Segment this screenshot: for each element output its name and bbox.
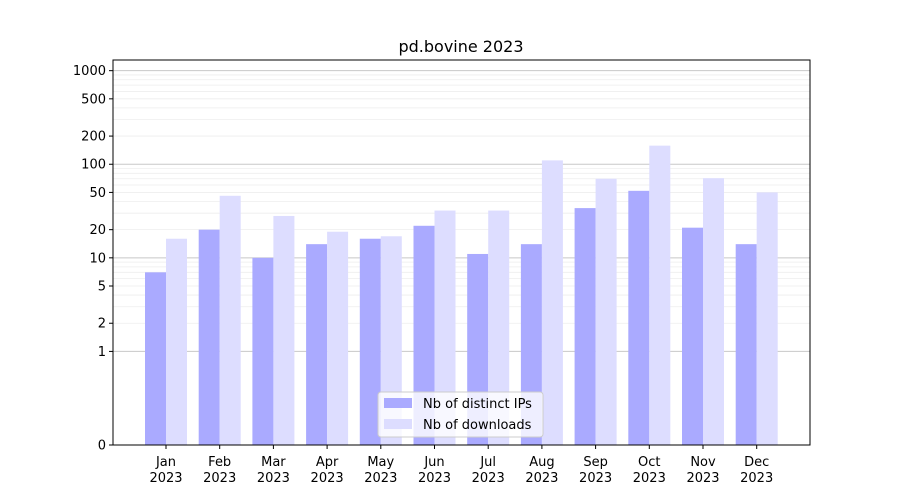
x-axis-ticks: Jan2023Feb2023Mar2023Apr2023May2023Jun20… (149, 445, 773, 486)
y-tick-label: 5 (98, 280, 106, 295)
bar-downloads (541, 160, 563, 445)
bar-ips (735, 244, 757, 445)
x-tick-label-year: 2023 (311, 471, 344, 486)
bar-downloads (166, 238, 187, 445)
x-tick-label-year: 2023 (418, 471, 451, 486)
x-tick-label-month: May (367, 455, 394, 470)
bar-downloads (219, 195, 241, 445)
bar-downloads (434, 210, 456, 445)
y-tick-label: 1000 (73, 64, 106, 79)
x-tick-label-year: 2023 (472, 471, 505, 486)
bar-downloads (488, 210, 510, 445)
legend-swatch (384, 419, 412, 429)
x-tick-label-month: Sep (583, 455, 608, 470)
x-tick-label-month: Dec (744, 455, 769, 470)
x-tick-label-month: Mar (261, 455, 286, 470)
x-tick-label-month: Apr (316, 455, 339, 470)
bar-downloads (649, 145, 671, 445)
y-tick-label: 50 (89, 186, 106, 201)
x-tick-label-month: Aug (529, 455, 554, 470)
bar-downloads (703, 178, 724, 445)
x-tick-label-month: Oct (638, 455, 660, 470)
x-tick-label-year: 2023 (203, 471, 236, 486)
bar-downloads (327, 231, 349, 445)
x-tick-label-month: Nov (690, 455, 716, 470)
y-tick-label: 0 (98, 439, 106, 454)
x-tick-label-year: 2023 (257, 471, 290, 486)
x-tick-label-year: 2023 (740, 471, 773, 486)
bar-ips (198, 229, 220, 445)
y-tick-label: 500 (81, 92, 106, 107)
legend-label: Nb of distinct IPs (423, 397, 532, 412)
y-tick-label: 200 (81, 130, 106, 145)
bars (145, 145, 778, 446)
x-tick-label-month: Feb (208, 455, 231, 470)
bar-ips (574, 208, 596, 445)
y-tick-label: 2 (98, 317, 106, 332)
y-tick-label: 100 (81, 158, 106, 173)
y-axis-ticks: 0 1 2 5 10 20 50 100 200 500 1000 (73, 64, 113, 454)
x-tick-label-month: Jul (479, 455, 496, 470)
y-tick-label: 20 (89, 223, 106, 238)
bar-downloads (273, 215, 295, 445)
x-tick-label-year: 2023 (525, 471, 558, 486)
legend-swatch (384, 398, 412, 408)
bar-downloads (595, 178, 617, 446)
x-tick-label-month: Jun (423, 455, 444, 470)
bar-ips (306, 244, 328, 445)
legend-label: Nb of downloads (423, 418, 532, 433)
bar-ips (628, 190, 650, 445)
plot-frame (112, 59, 811, 446)
legend: Nb of distinct IPs Nb of downloads (377, 391, 544, 438)
bar-ips (359, 238, 381, 445)
legend-box (377, 391, 544, 438)
y-tick-label: 10 (89, 251, 106, 266)
x-tick-label-year: 2023 (149, 471, 182, 486)
bar-ips (145, 272, 166, 445)
y-tick-label: 1 (98, 345, 106, 360)
x-tick-label-year: 2023 (633, 471, 666, 486)
bar-ips (413, 225, 435, 445)
x-tick-label-year: 2023 (579, 471, 612, 486)
bar-downloads (756, 192, 778, 445)
x-tick-label-year: 2023 (364, 471, 397, 486)
bar-ips (682, 227, 703, 445)
x-tick-label-year: 2023 (686, 471, 719, 486)
chart-title: pd.bovine 2023 (398, 37, 523, 56)
bar-ips (252, 257, 274, 445)
x-tick-label-month: Jan (155, 455, 176, 470)
